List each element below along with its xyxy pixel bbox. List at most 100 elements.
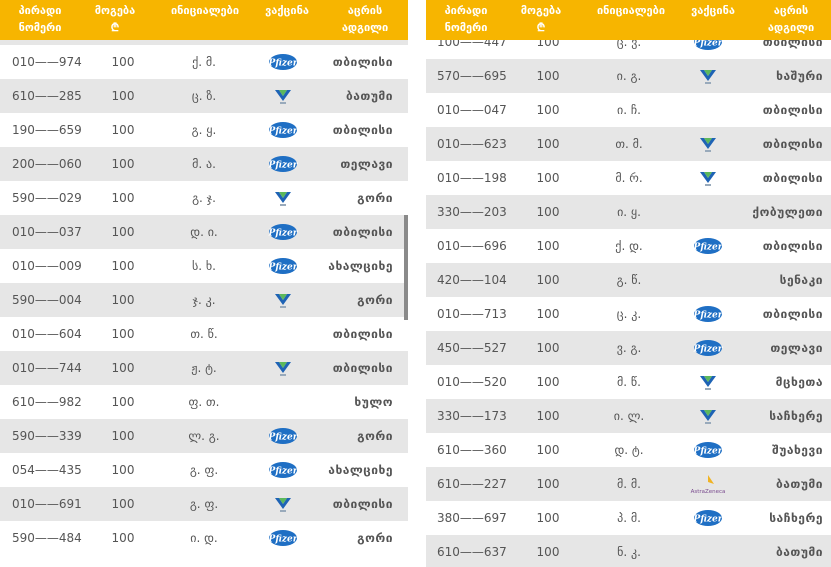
amount-cell: 100 <box>111 497 135 511</box>
table-row: 570——695 100 ი. გ. ხაშური <box>426 59 831 93</box>
initials-cell: თ. წ. <box>190 327 218 341</box>
place-cell: თელავი <box>340 157 393 171</box>
vaccine-logo <box>263 79 303 113</box>
id-cell: 010——198 <box>437 171 507 185</box>
vaccine-icon <box>275 90 291 104</box>
initials-cell: გ. ჯ. <box>192 191 216 205</box>
vaccine-name: Pfizer <box>268 535 299 545</box>
initials-cell: დ. ი. <box>190 225 218 239</box>
table-header: პირადი ნომერი მოგება ₾ ინიციალები ვაქცინა აცრი… <box>0 0 408 40</box>
table-row: 010——974 100 ქ. მ. თბილისი Pfizer <box>0 45 408 79</box>
vaccine-icon: Pfizer <box>693 306 724 322</box>
id-cell: 610——637 <box>437 545 507 559</box>
id-cell: 010——623 <box>437 137 507 151</box>
id-cell: 200——060 <box>12 157 82 171</box>
v-mark-inner <box>279 498 287 504</box>
initials-cell: ი. ჩ. <box>617 103 641 117</box>
table-row: 610——227 100 მ. მ. ბათუმი AstraZeneca <box>426 467 831 501</box>
place-cell: თბილისი <box>762 171 823 185</box>
vaccine-logo: Pfizer <box>688 501 728 535</box>
vaccine-name: Pfizer <box>693 345 724 355</box>
place-cell: თბილისი <box>762 239 823 253</box>
place-cell: თბილისი <box>762 103 823 117</box>
amount-cell: 100 <box>111 123 135 137</box>
header-text: ინიციალები <box>170 4 240 17</box>
initials-cell: ჟ. ტ. <box>191 361 217 375</box>
vaccine-logo: Pfizer <box>688 331 728 365</box>
vaccine-icon <box>700 138 716 152</box>
v-mark-base <box>705 82 711 84</box>
id-cell: 380——697 <box>437 511 507 525</box>
vaccine-icon: Pfizer <box>268 428 299 444</box>
place-cell: ბათუმი <box>345 89 393 103</box>
header-cell: მოგება ₾ <box>95 2 135 36</box>
pfizer-badge <box>269 224 297 240</box>
amount-cell: 100 <box>111 395 135 409</box>
table-row: 010——198 100 მ. რ. თბილისი <box>426 161 831 195</box>
table-row: 010——604 100 თ. წ. თბილისი <box>0 317 408 351</box>
vaccine-logo <box>263 283 303 317</box>
table-row: 054——435 100 გ. ფ. ახალციხე Pfizer <box>0 453 408 487</box>
vaccine-name: Pfizer <box>268 229 299 239</box>
amount-cell: 100 <box>536 239 560 253</box>
vaccine-icon <box>275 294 291 308</box>
v-mark-base <box>280 102 286 104</box>
header-cell: ვაქცინა <box>265 2 309 19</box>
header-cell: ინიციალები <box>171 2 239 19</box>
vaccine-logo: AstraZeneca <box>688 467 728 501</box>
vaccine-icon <box>700 376 716 390</box>
vaccine-name: Pfizer <box>268 161 299 171</box>
v-mark-base <box>280 374 286 376</box>
vaccine-icon: Pfizer <box>693 340 724 356</box>
table-left: პირადი ნომერი მოგება ₾ ინიციალები ვაქცინა აცრი… <box>0 0 408 567</box>
table-row: 190——659 100 გ. ყ. თბილისი Pfizer <box>0 113 408 147</box>
table-row: 330——203 100 ი. ყ. ქობულეთი <box>426 195 831 229</box>
place-cell: გორი <box>357 293 393 307</box>
table-row: 610——285 100 ც. ზ. ბათუმი <box>0 79 408 113</box>
v-mark-inner <box>704 138 712 144</box>
v-mark-inner <box>704 70 712 76</box>
id-cell: 330——173 <box>437 409 507 423</box>
initials-cell: მ. ა. <box>192 157 216 171</box>
amount-cell: 100 <box>111 293 135 307</box>
id-cell: 610——285 <box>12 89 82 103</box>
header-text: მოგება <box>520 4 562 17</box>
header-text: აცრის <box>347 4 383 17</box>
amount-cell: 100 <box>536 205 560 219</box>
amount-cell: 100 <box>536 69 560 83</box>
pfizer-badge <box>694 340 722 356</box>
scrollbar <box>404 215 408 320</box>
amount-cell: 100 <box>536 103 560 117</box>
vaccine-icon: Pfizer <box>693 510 724 526</box>
id-cell: 590——004 <box>12 293 82 307</box>
id-cell: 010——009 <box>12 259 82 273</box>
place-cell: თბილისი <box>332 123 393 137</box>
vaccine-logo <box>263 487 303 521</box>
vaccine-name: Pfizer <box>693 39 724 49</box>
v-mark <box>275 362 291 373</box>
id-cell: 054——435 <box>12 463 82 477</box>
amount-cell: 100 <box>536 137 560 151</box>
vaccine-logo: Pfizer <box>263 215 303 249</box>
place-cell: თბილისი <box>762 307 823 321</box>
table-row: 610——982 100 ფ. თ. ხულო <box>0 385 408 419</box>
v-mark-inner <box>279 294 287 300</box>
place-cell: თბილისი <box>332 225 393 239</box>
initials-cell: ი. გ. <box>616 69 642 83</box>
initials-cell: ფ. თ. <box>188 395 220 409</box>
place-cell: გორი <box>357 531 393 545</box>
v-mark-base <box>280 204 286 206</box>
place-cell: მცხეთა <box>775 375 823 389</box>
place-cell: თელავი <box>770 341 823 355</box>
pfizer-badge <box>269 258 297 274</box>
amount-cell: 100 <box>536 307 560 321</box>
vaccine-logo: Pfizer <box>263 249 303 283</box>
table-row: 200——060 100 მ. ა. თელავი Pfizer <box>0 147 408 181</box>
v-mark-base <box>280 306 286 308</box>
initials-cell: გ. ყ. <box>191 123 217 137</box>
vaccine-name: AstraZeneca <box>691 489 726 495</box>
place-cell: თბილისი <box>332 361 393 375</box>
v-mark <box>700 138 716 149</box>
initials-cell: მ. წ. <box>617 375 641 389</box>
initials-cell: თ. მ. <box>615 137 643 151</box>
